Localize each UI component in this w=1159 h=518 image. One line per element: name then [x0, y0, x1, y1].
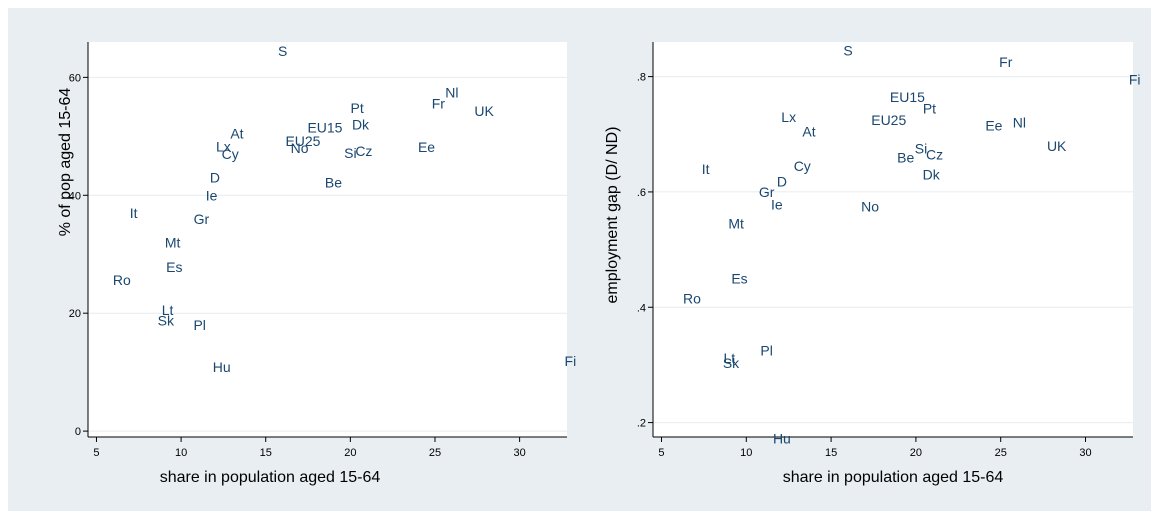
point-label-it: It — [130, 205, 138, 221]
point-label-lx: Lx — [216, 138, 231, 154]
point-label-lx: Lx — [781, 109, 796, 125]
point-label-lt: Lt — [162, 302, 174, 318]
x-tick-label: 10 — [740, 447, 752, 459]
chart-panel-2: .2 .4 .6 .8 5 10 15 20 25 30 share in population a… — [604, 42, 1141, 486]
point-label-gr: Gr — [194, 211, 210, 227]
point-label-nl: Nl — [1013, 115, 1026, 131]
point-label-pt: Pt — [351, 100, 364, 116]
point-label-it: It — [702, 161, 710, 177]
x-tick-label: 5 — [93, 447, 99, 459]
point-label-mt: Mt — [165, 234, 181, 250]
y-tick-label: 20 — [69, 308, 81, 320]
point-label-be: Be — [325, 174, 342, 190]
point-label-fi: Fi — [1129, 71, 1141, 87]
point-label-ro: Ro — [113, 272, 131, 288]
point-label-pt: Pt — [923, 100, 936, 116]
point-label-cy: Cy — [222, 146, 239, 162]
point-label-be: Be — [897, 149, 914, 165]
point-label-no: No — [291, 140, 309, 156]
point-label-uk: UK — [474, 103, 494, 119]
point-label-hu: Hu — [773, 431, 791, 447]
y-axis-title: % of pop aged 15-64 — [57, 88, 74, 237]
point-label-eu25: EU25 — [285, 133, 320, 149]
point-label-cz: Cz — [926, 146, 943, 162]
point-label-d: D — [210, 170, 220, 186]
plot-area — [88, 42, 567, 437]
x-axis-title: share in population aged 15-64 — [160, 469, 381, 486]
point-label-ee: Ee — [985, 118, 1002, 134]
point-label-sk: Sk — [723, 355, 740, 371]
point-label-hu: Hu — [213, 359, 231, 375]
point-label-gr: Gr — [759, 184, 775, 200]
y-tick-label: .6 — [637, 187, 646, 199]
y-tick-label: .2 — [637, 418, 646, 430]
point-label-es: Es — [731, 270, 747, 286]
point-label-no: No — [861, 198, 879, 214]
x-tick-label: 5 — [658, 447, 664, 459]
x-tick-label: 20 — [344, 447, 356, 459]
y-tick-label: 60 — [69, 72, 81, 84]
point-label-dk: Dk — [923, 167, 941, 183]
y-tick-label: .4 — [637, 302, 646, 314]
plot-area — [653, 42, 1133, 437]
chart-panel-1: 0 20 40 60 5 10 15 20 25 30 share in population ag… — [57, 42, 576, 486]
point-label-si: Si — [915, 141, 927, 157]
x-tick-label: 30 — [513, 447, 525, 459]
point-label-si: Si — [344, 145, 356, 161]
point-label-at: At — [230, 125, 243, 141]
x-tick-label: 15 — [825, 447, 837, 459]
point-label-sk: Sk — [158, 312, 175, 328]
point-label-lt: Lt — [723, 350, 735, 366]
point-label-ro: Ro — [683, 291, 701, 307]
point-label-cz: Cz — [355, 143, 372, 159]
point-label-uk: UK — [1047, 138, 1067, 154]
point-label-ee: Ee — [418, 139, 435, 155]
x-tick-label: 15 — [260, 447, 272, 459]
point-label-ie: Ie — [771, 197, 783, 213]
x-tick-label: 25 — [429, 447, 441, 459]
point-label-mt: Mt — [728, 216, 744, 232]
x-tick-label: 30 — [1079, 447, 1091, 459]
point-label-cy: Cy — [794, 158, 811, 174]
x-tick-label: 25 — [995, 447, 1007, 459]
point-label-eu25: EU25 — [871, 112, 906, 128]
y-axis-title: employment gap (D/ ND) — [604, 127, 621, 304]
point-label-eu15: EU15 — [890, 89, 925, 105]
point-label-at: At — [802, 123, 815, 139]
y-tick-label: .8 — [637, 72, 646, 84]
point-label-fr: Fr — [432, 95, 446, 111]
point-label-s: S — [843, 43, 852, 59]
point-label-fr: Fr — [999, 54, 1013, 70]
point-label-s: S — [278, 43, 287, 59]
point-label-pl: Pl — [193, 317, 205, 333]
point-label-pl: Pl — [760, 343, 772, 359]
y-tick-label: 40 — [69, 190, 81, 202]
point-label-nl: Nl — [445, 85, 458, 101]
x-tick-label: 10 — [175, 447, 187, 459]
point-label-dk: Dk — [352, 117, 370, 133]
point-label-d: D — [777, 174, 787, 190]
point-label-fi: Fi — [565, 353, 577, 369]
y-tick-label: 0 — [75, 426, 81, 438]
x-tick-label: 20 — [910, 447, 922, 459]
x-axis-title: share in population aged 15-64 — [783, 469, 1004, 486]
point-label-eu15: EU15 — [307, 119, 342, 135]
point-label-ie: Ie — [206, 187, 218, 203]
point-label-es: Es — [166, 259, 182, 275]
